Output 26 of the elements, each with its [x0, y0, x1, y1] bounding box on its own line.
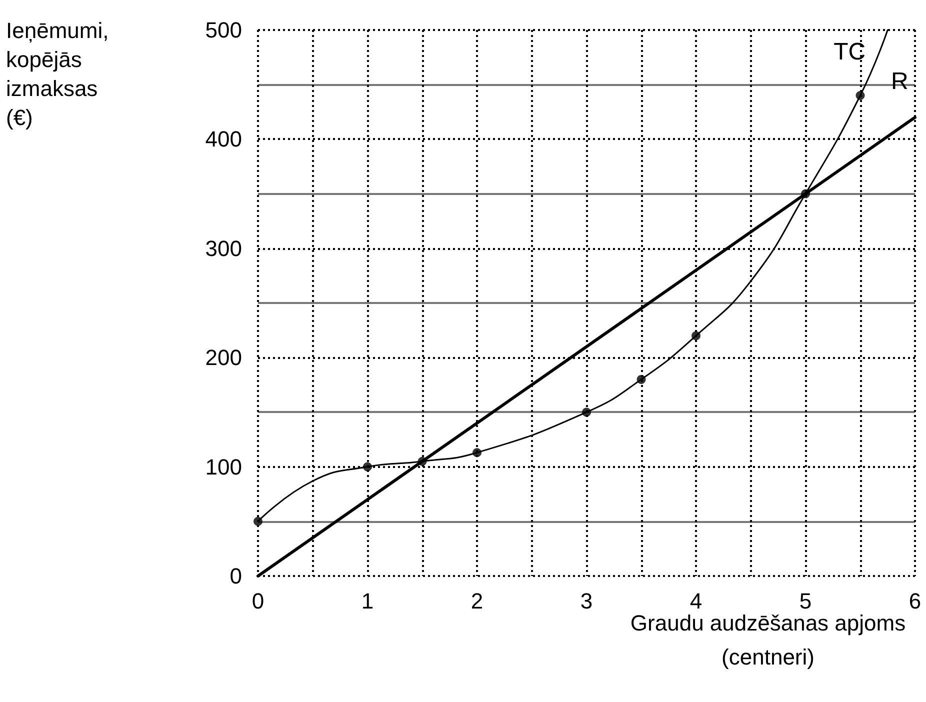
y-axis-title: Ieņēmumi, kopējās izmaksas (€): [6, 18, 109, 130]
x-tick-label: 2: [470, 588, 484, 614]
y-tick-label: 200: [205, 345, 242, 370]
series-label: R: [891, 68, 908, 95]
y-tick-label: 500: [205, 18, 242, 42]
point: [363, 462, 372, 472]
x-tick-label: 5: [799, 588, 812, 614]
x-tick-label: 3: [580, 588, 593, 614]
x-tick-label: 4: [690, 588, 702, 614]
y-tick-label: 400: [205, 126, 242, 152]
y-tick-label: 300: [205, 236, 242, 261]
point: [856, 91, 865, 100]
point: [254, 516, 262, 526]
x-tick-label: 0: [252, 588, 264, 614]
point: [582, 408, 591, 417]
point: [636, 374, 646, 384]
y-tick-label: 100: [205, 454, 242, 480]
point: [418, 456, 427, 466]
x-axis-title: Graudu audzēšanas apjoms (centneri): [630, 610, 906, 670]
point: [692, 331, 700, 340]
point: [801, 189, 810, 198]
x-tick-label: 1: [361, 588, 374, 614]
x-tick-label: 6: [908, 588, 922, 614]
y-tick-label: 0: [230, 564, 242, 588]
series-label: TC: [834, 38, 866, 66]
point: [472, 448, 482, 458]
